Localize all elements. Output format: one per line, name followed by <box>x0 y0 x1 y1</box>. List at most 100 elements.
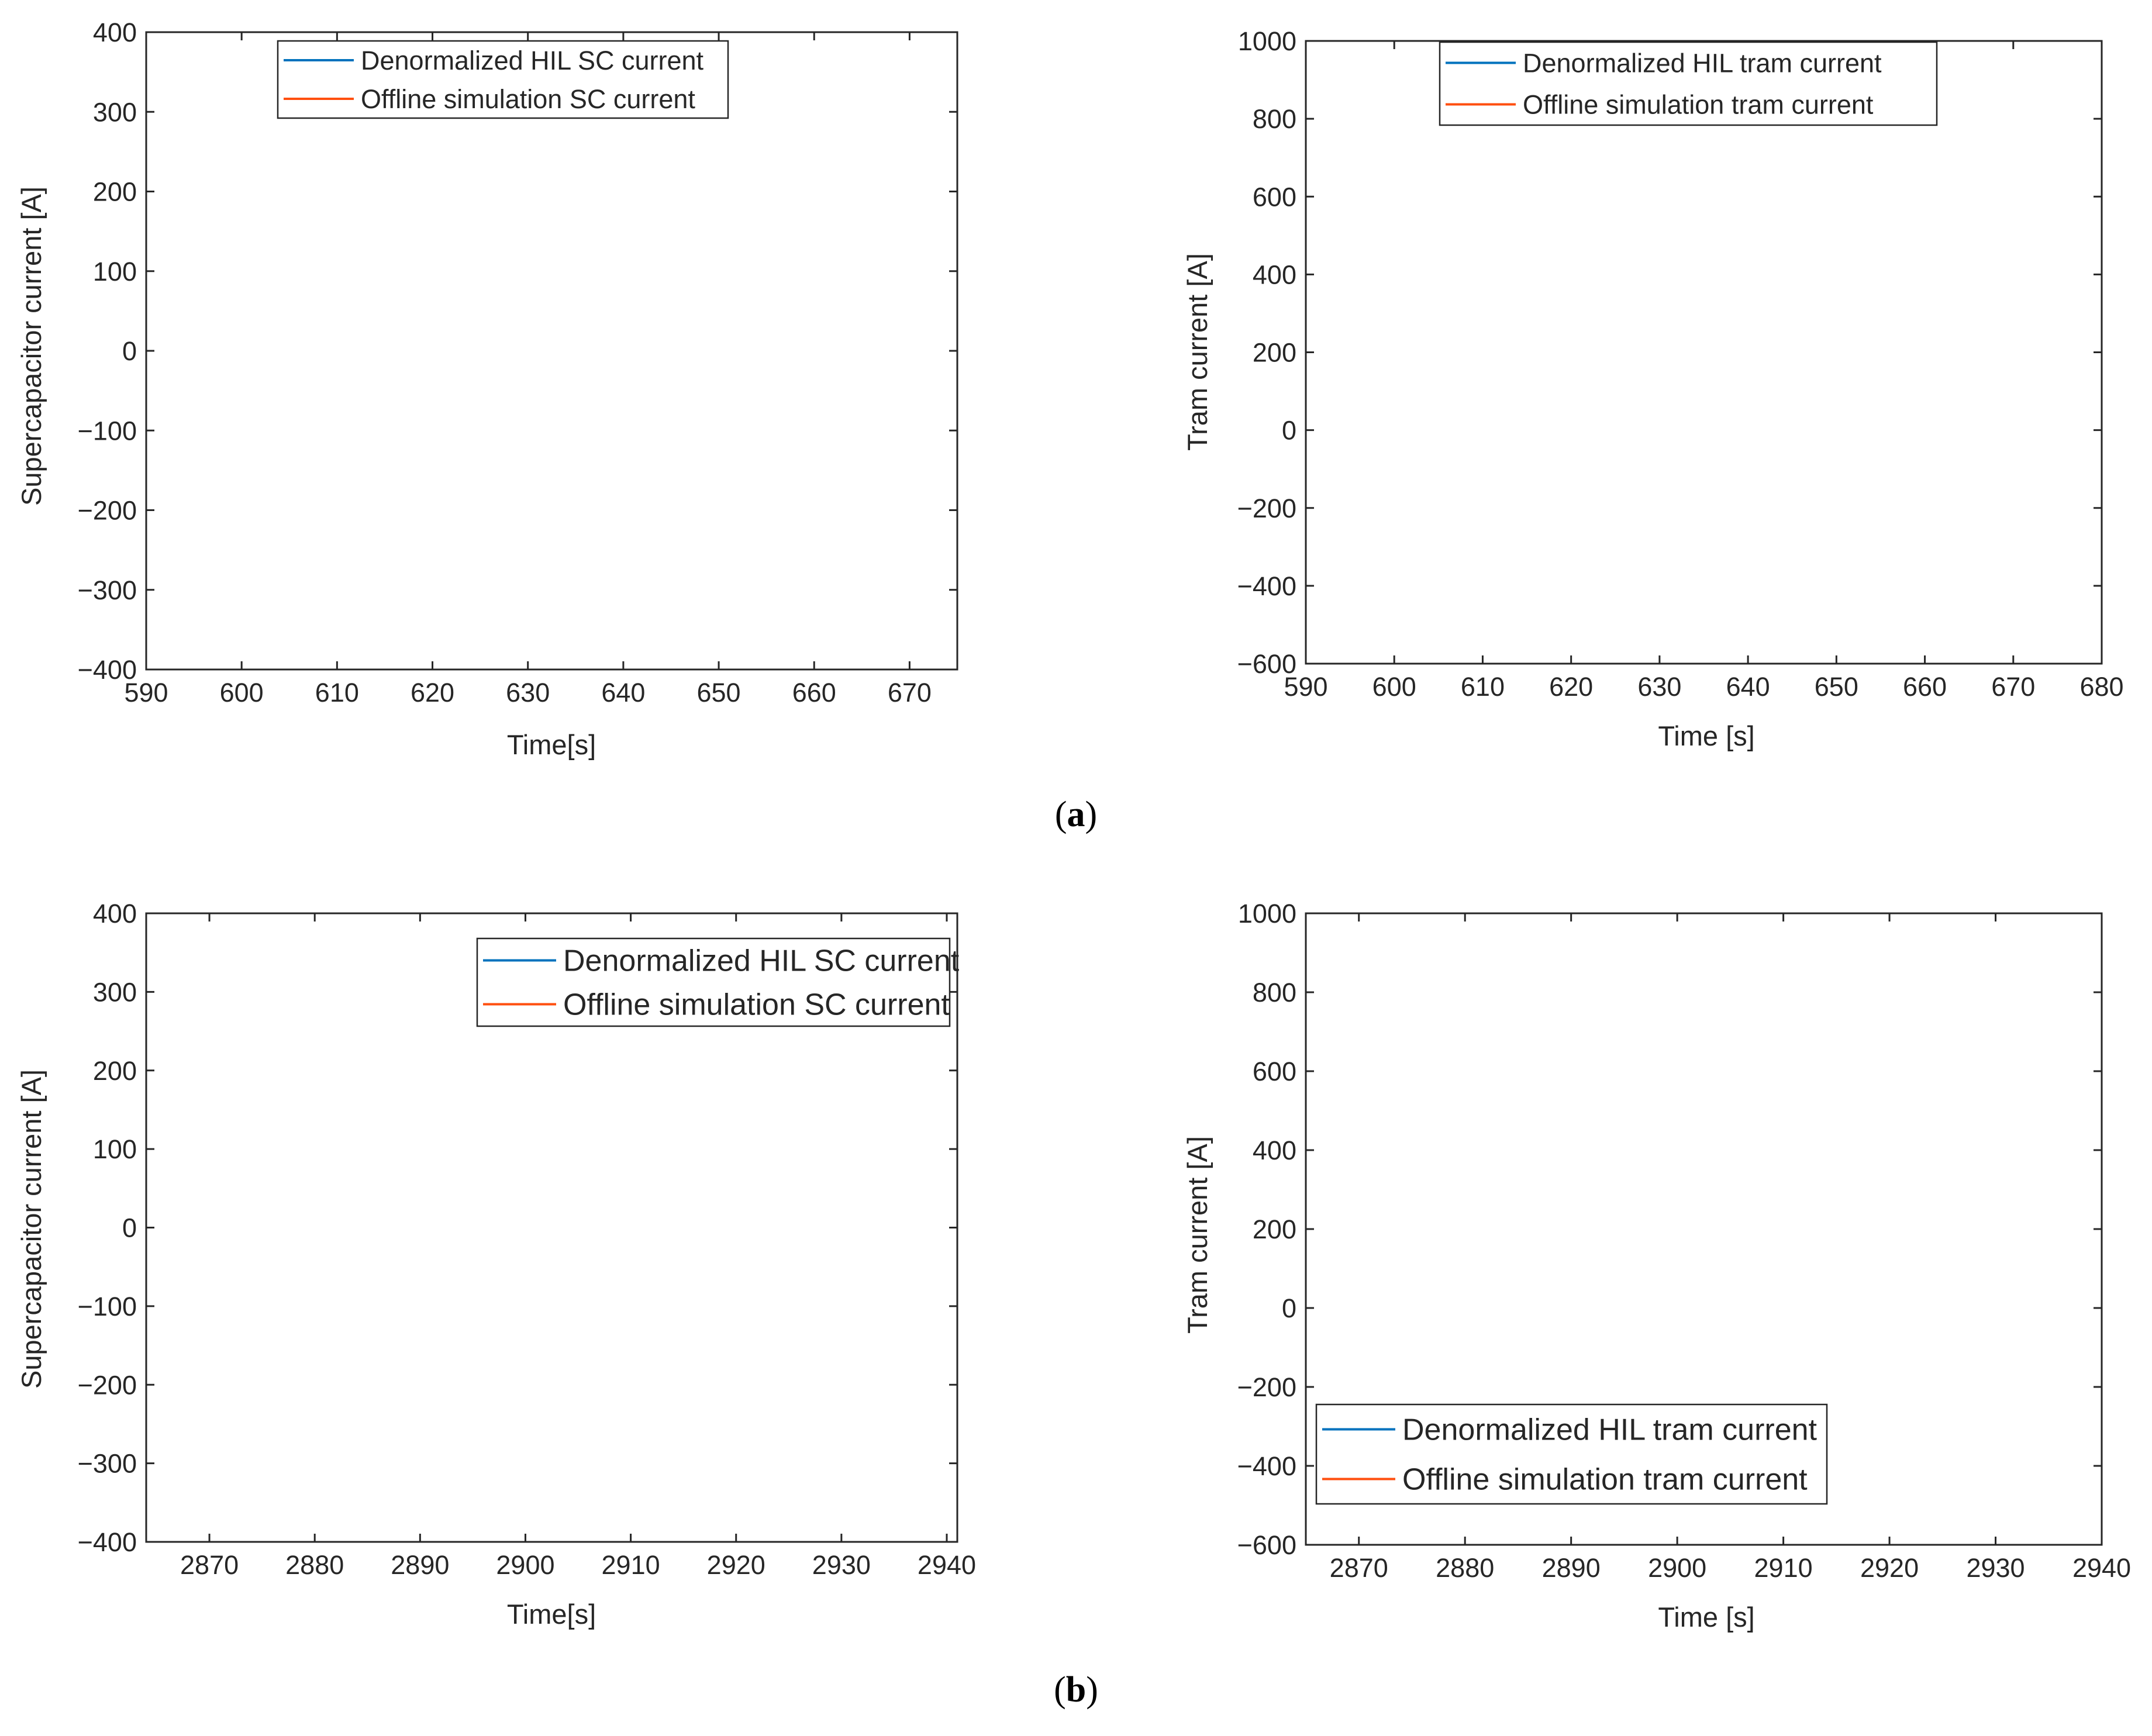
legend-box <box>277 40 729 119</box>
y-tick-label: −600 <box>1237 649 1296 679</box>
x-axis-label: Time [s] <box>1658 720 1754 751</box>
y-tick-label: 300 <box>93 977 137 1007</box>
y-tick-label: 1000 <box>1238 26 1296 56</box>
y-tick-label: −100 <box>78 416 137 446</box>
y-axis-label: Supercapacitor current [A] <box>16 1069 47 1389</box>
x-tick-label: 650 <box>1815 672 1858 702</box>
x-tick-label: 2870 <box>1330 1553 1388 1583</box>
axis-frame <box>1305 40 2103 665</box>
x-tick-label: 600 <box>220 678 264 707</box>
x-tick-label: 650 <box>697 678 741 707</box>
x-tick-label: 610 <box>1461 672 1505 702</box>
y-tick-label: 400 <box>1253 1136 1296 1165</box>
y-tick-label: −100 <box>78 1292 137 1321</box>
x-tick-label: 680 <box>2079 672 2123 702</box>
legend-label: Denormalized HIL SC current <box>563 944 960 978</box>
x-tick-label: 2910 <box>602 1550 660 1580</box>
y-tick-label: 200 <box>93 177 137 207</box>
x-tick-label: 670 <box>888 678 932 707</box>
x-tick-label: 2910 <box>1754 1553 1813 1583</box>
chart-a-sc: 590 600 610 620 630 640 650 660 670 −400 −300 −200 −… <box>16 18 958 760</box>
y-tick-label: −300 <box>78 575 137 605</box>
y-tick-label: −200 <box>1237 1372 1296 1402</box>
legend-label: Offline simulation SC current <box>563 988 950 1022</box>
x-tick-label: 2930 <box>1966 1553 2025 1583</box>
x-tick-label: 610 <box>315 678 359 707</box>
legend-label: Offline simulation tram current <box>1523 90 1874 120</box>
chart-a-tram: 590 600 610 620 630 640 650 660 670 680 −600 −400 −2… <box>1182 26 2124 751</box>
ticks: 590 600 610 620 630 640 650 660 670 −400 −300 −200 −… <box>78 18 957 707</box>
y-axis-label: Tram current [A] <box>1182 1136 1213 1334</box>
y-tick-label: 400 <box>1253 260 1296 289</box>
x-tick-label: 640 <box>1726 672 1770 702</box>
x-axis-label: Time [s] <box>1658 1602 1754 1633</box>
x-tick-label: 2940 <box>2072 1553 2131 1583</box>
y-tick-label: 0 <box>1282 1293 1296 1323</box>
x-tick-label: 600 <box>1372 672 1416 702</box>
axis-frame <box>145 31 958 671</box>
x-tick-label: 590 <box>1284 672 1327 702</box>
x-tick-label: 620 <box>411 678 454 707</box>
x-tick-label: 2920 <box>1860 1553 1919 1583</box>
y-tick-label: 200 <box>1253 1214 1296 1244</box>
ticks: 2870 2880 2890 2900 2910 2920 2930 2940 −600 −400… <box>1237 899 2131 1583</box>
y-tick-label: 300 <box>93 97 137 127</box>
y-tick-label: 1000 <box>1238 899 1296 929</box>
x-tick-label: 590 <box>124 678 168 707</box>
ticks: 590 600 610 620 630 640 650 660 670 680 −600 −400 −2… <box>1237 26 2124 702</box>
x-tick-label: 2880 <box>1436 1553 1494 1583</box>
y-tick-label: −400 <box>78 1527 137 1557</box>
y-tick-label: 0 <box>1282 416 1296 446</box>
ticks: 2870 2880 2890 2900 2910 2920 2930 2940 −400 −300… <box>78 899 976 1580</box>
x-tick-label: 2900 <box>1648 1553 1706 1583</box>
legend: Denormalized HIL SC current Offline simul… <box>277 40 729 119</box>
x-tick-label: 630 <box>1637 672 1681 702</box>
y-tick-label: −600 <box>1237 1530 1296 1560</box>
x-tick-label: 2890 <box>1542 1553 1601 1583</box>
x-tick-label: 670 <box>1991 672 2035 702</box>
panel-label-a: (a) <box>1055 795 1097 834</box>
x-tick-label: 2920 <box>707 1550 765 1580</box>
y-tick-label: 600 <box>1253 1057 1296 1086</box>
x-tick-label: 2870 <box>180 1550 239 1580</box>
y-tick-label: −200 <box>78 496 137 526</box>
y-tick-label: −400 <box>1237 571 1296 601</box>
legend: Denormalized HIL tram current Offline sim… <box>1315 1403 1828 1505</box>
legend-box <box>476 937 951 1027</box>
y-tick-label: 0 <box>122 1213 137 1243</box>
legend: Denormalized HIL tram current Offline sim… <box>1439 41 1938 126</box>
x-tick-label: 640 <box>601 678 645 707</box>
y-tick-label: 800 <box>1253 978 1296 1007</box>
legend-label: Denormalized HIL SC current <box>361 46 704 75</box>
legend-label: Offline simulation SC current <box>361 84 695 114</box>
chart-b-sc: 2870 2880 2890 2900 2910 2920 2930 2940 −400 −300… <box>16 899 976 1630</box>
x-tick-label: 630 <box>506 678 550 707</box>
legend: Denormalized HIL SC current Offline simul… <box>476 937 960 1027</box>
panel-label-b: (b) <box>1054 1670 1098 1710</box>
legend-label: Offline simulation tram current <box>1402 1463 1808 1497</box>
legend-box <box>1439 41 1938 126</box>
y-tick-label: 100 <box>93 257 137 287</box>
legend-label: Denormalized HIL tram current <box>1402 1413 1818 1447</box>
y-axis-label: Supercapacitor current [A] <box>16 187 47 506</box>
y-tick-label: 400 <box>93 899 137 929</box>
y-tick-label: 400 <box>93 18 137 47</box>
y-tick-label: 200 <box>1253 338 1296 368</box>
x-axis-label: Time[s] <box>507 729 596 760</box>
y-tick-label: −300 <box>78 1449 137 1479</box>
x-tick-label: 660 <box>1903 672 1947 702</box>
y-axis-label: Tram current [A] <box>1182 253 1213 451</box>
y-tick-label: −200 <box>1237 493 1296 523</box>
chart-b-tram: 2870 2880 2890 2900 2910 2920 2930 2940 −600 −400… <box>1182 899 2131 1633</box>
y-tick-label: 600 <box>1253 182 1296 212</box>
x-tick-label: 2940 <box>918 1550 976 1580</box>
legend-label: Denormalized HIL tram current <box>1523 49 1882 78</box>
x-tick-label: 620 <box>1549 672 1593 702</box>
legend-box <box>1315 1403 1828 1505</box>
y-tick-label: 800 <box>1253 104 1296 134</box>
y-tick-label: 200 <box>93 1056 137 1086</box>
x-tick-label: 2930 <box>812 1550 871 1580</box>
x-tick-label: 2880 <box>285 1550 344 1580</box>
x-axis-label: Time[s] <box>507 1599 596 1630</box>
